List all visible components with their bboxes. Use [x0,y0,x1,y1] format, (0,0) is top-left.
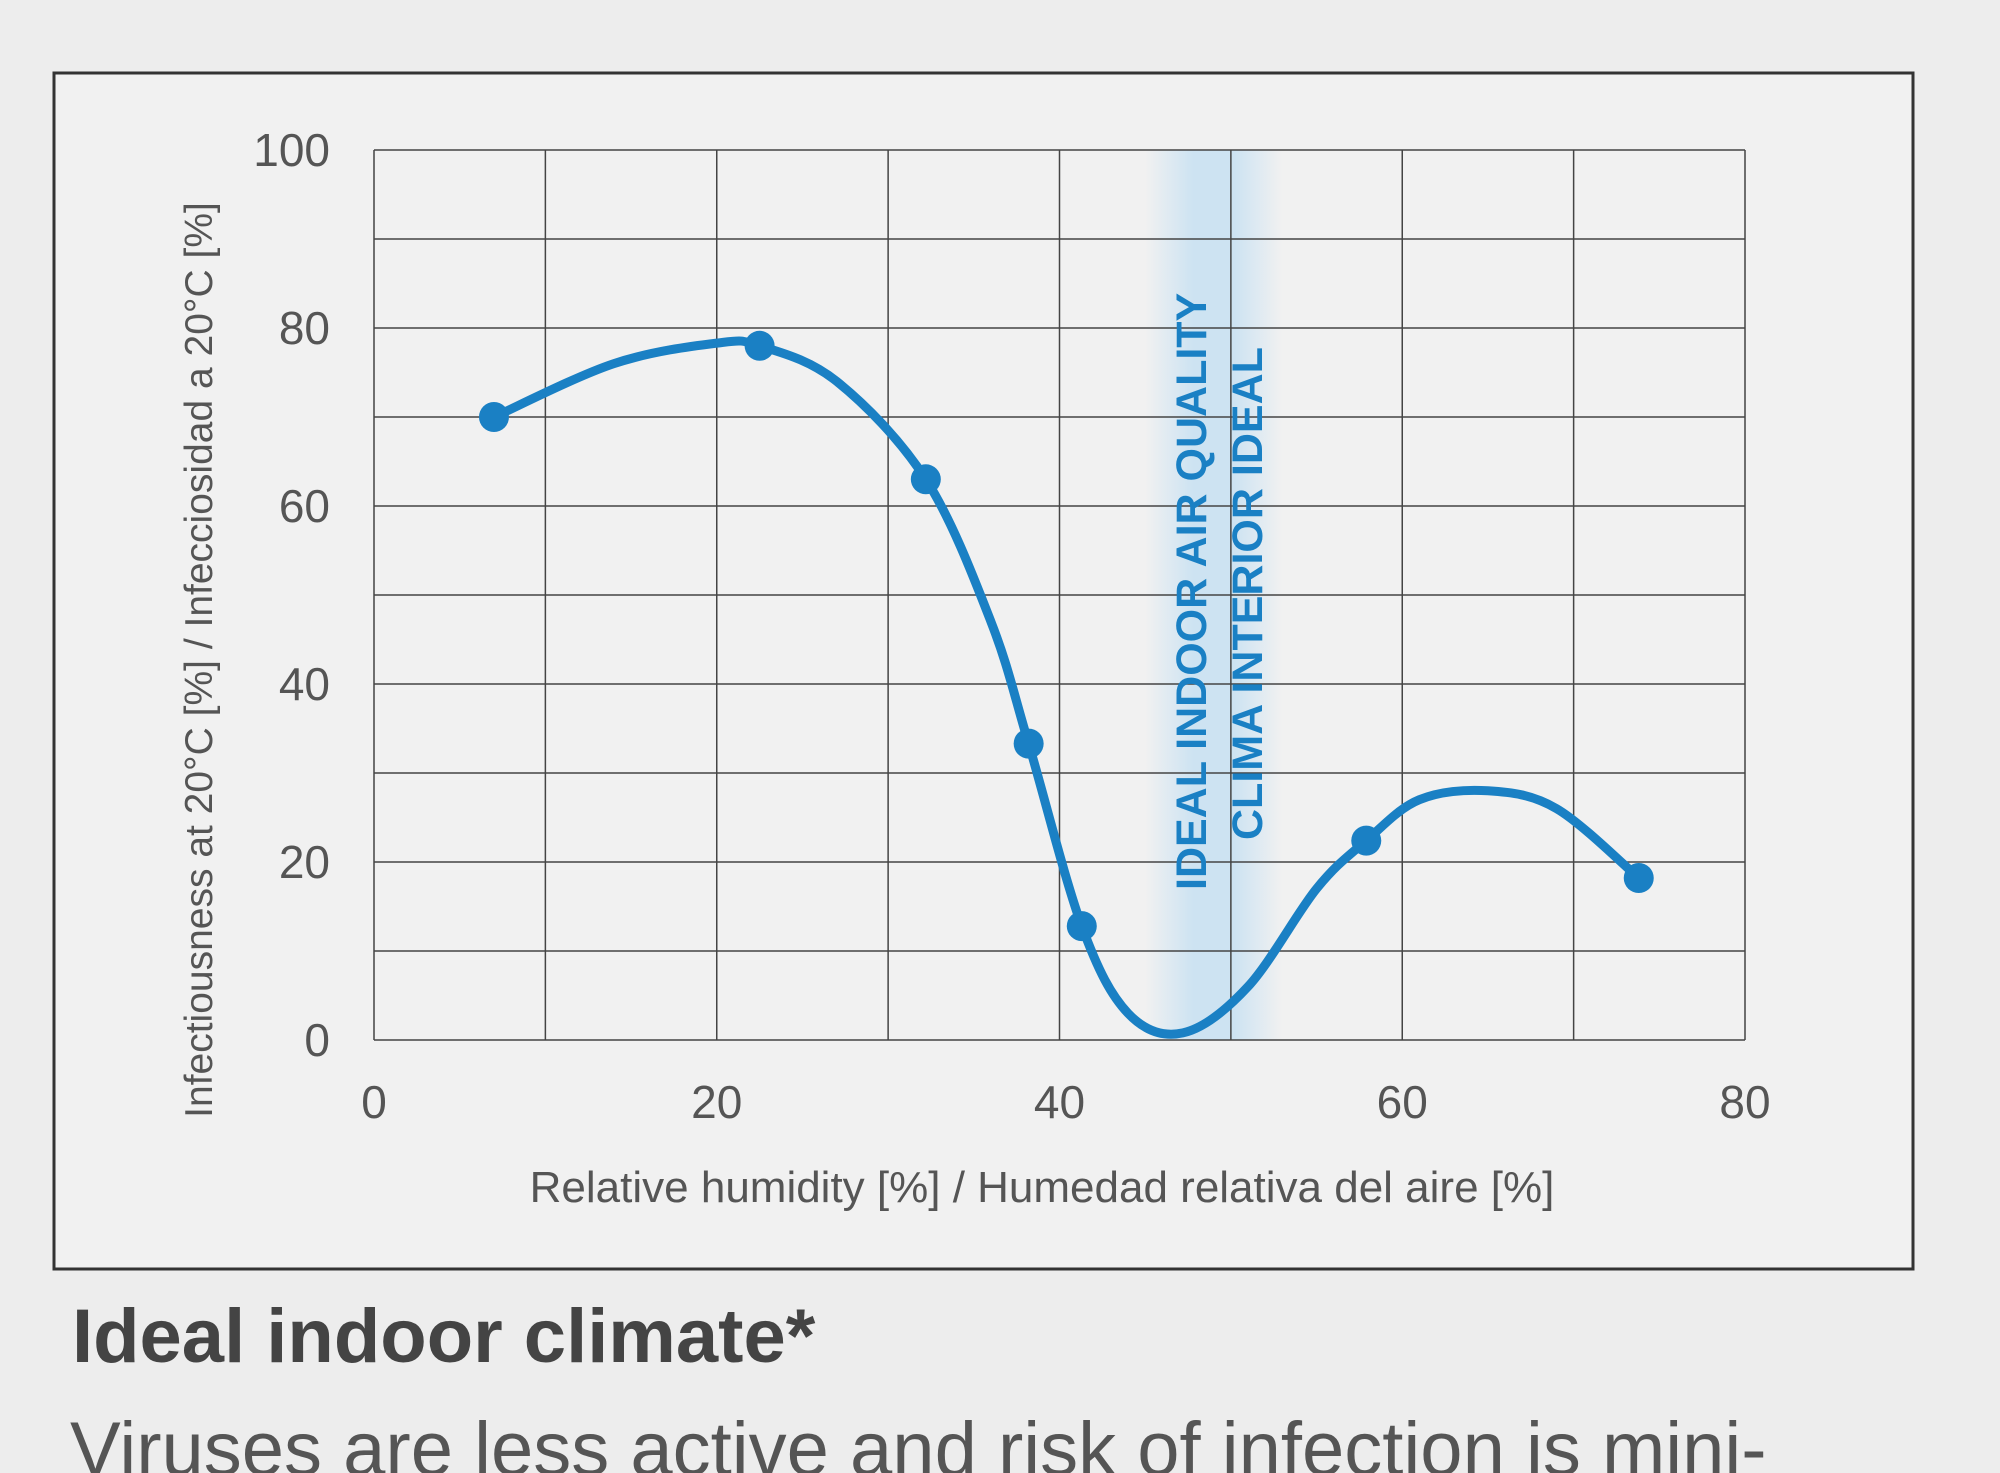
data-point [1066,911,1097,942]
y-tick-label: 80 [279,302,330,354]
y-tick-label: 100 [253,124,330,176]
x-tick-label: 20 [691,1076,742,1128]
frame [52,71,1915,1271]
caption-title: Ideal indoor climate* [72,1294,816,1379]
y-tick-label: 40 [279,658,330,710]
x-tick-label: 80 [1719,1076,1770,1128]
data-point [1013,728,1044,759]
caption-text: Viruses are less active and risk of infe… [70,1407,1767,1473]
band-annotation: IDEAL INDOOR AIR QUALITY [1168,293,1216,890]
data-point [478,402,509,432]
y-tick-label: 60 [279,480,330,532]
data-point [910,464,941,495]
data-point [744,330,775,361]
x-tick-label: 60 [1377,1076,1428,1128]
band-annotation: CLIMA INTERIOR IDEAL [1224,347,1272,840]
data-point [1351,825,1382,856]
y-tick-label: 0 [304,1014,330,1066]
y-axis-label: Infectiousness at 20°C [%] / Infecciosid… [178,202,221,1118]
y-tick-label: 20 [279,836,330,888]
data-point [1623,863,1654,894]
x-tick-label: 0 [361,1076,387,1128]
x-tick-label: 40 [1034,1076,1085,1128]
x-axis-label: Relative humidity [%] / Humedad relativa… [530,1163,1555,1212]
